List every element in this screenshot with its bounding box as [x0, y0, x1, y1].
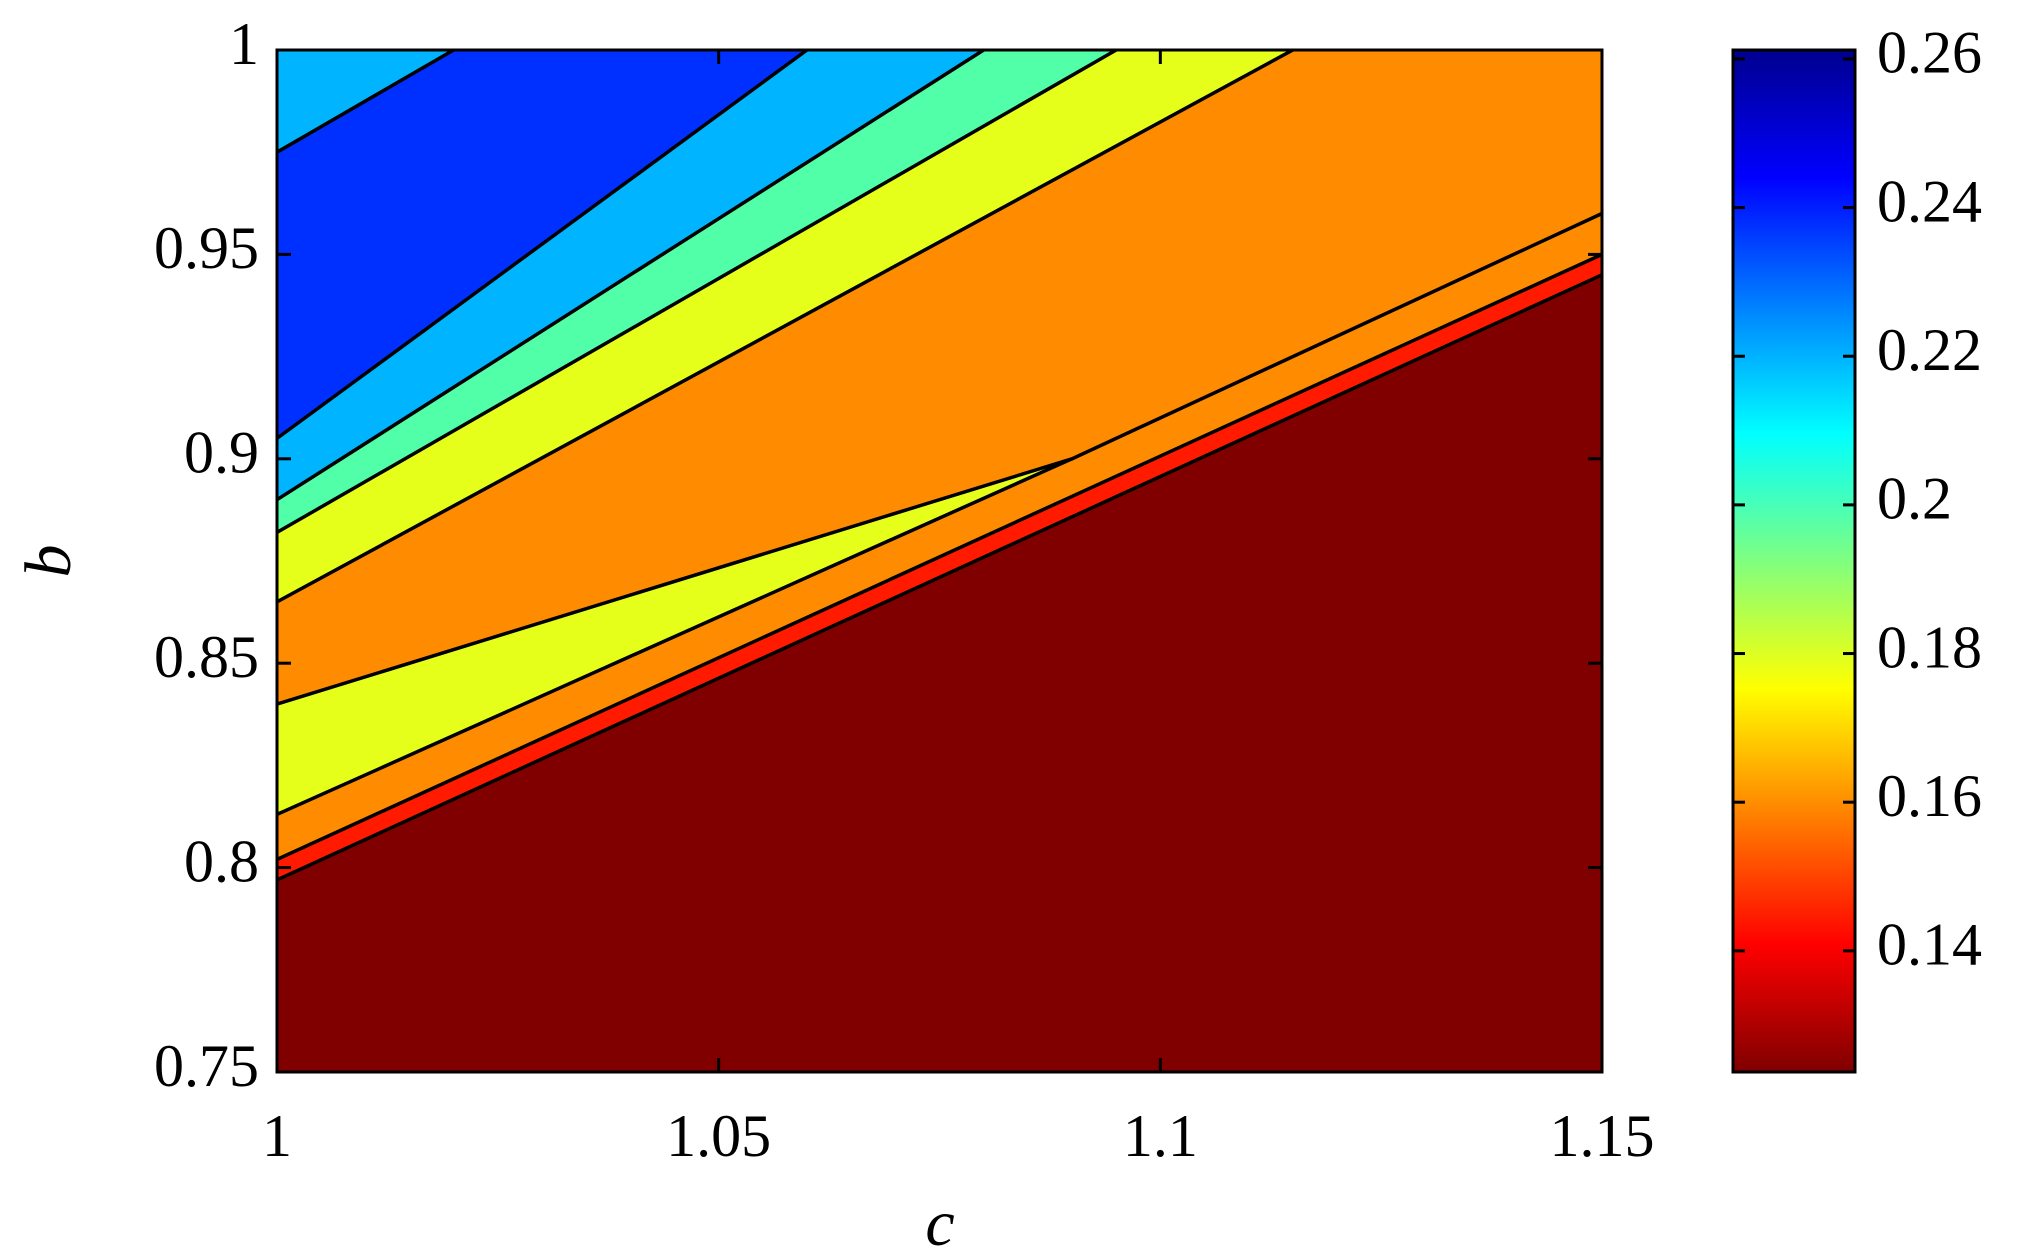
x-axis-label: c	[925, 1187, 954, 1258]
colorbar	[1731, 48, 1857, 1074]
y-tick-label: 0.8	[184, 828, 259, 894]
colorbar-tick-label: 0.14	[1877, 912, 1982, 978]
y-tick-label: 0.95	[154, 215, 259, 281]
contour-line	[277, 50, 1118, 534]
contour-line	[277, 252, 1602, 862]
x-tick-label: 1.05	[666, 1103, 771, 1169]
y-axis-label: b	[12, 545, 85, 578]
y-tick-label: 1	[229, 11, 259, 77]
colorbar-tick-label: 0.18	[1877, 614, 1982, 680]
y-tick-label: 0.85	[154, 624, 259, 690]
contour-line	[277, 273, 1602, 882]
contour-line	[277, 50, 809, 440]
y-tick-label: 0.75	[154, 1033, 259, 1099]
colorbar-tick-label: 0.24	[1877, 168, 1982, 234]
contour-line	[277, 211, 1602, 706]
contour-line	[277, 50, 985, 502]
colorbar-tick-label: 0.26	[1877, 20, 1982, 86]
x-tick-label: 1.15	[1550, 1103, 1655, 1169]
contour-line	[277, 50, 1294, 604]
plot-area	[277, 50, 1602, 1072]
x-tick-label: 1.1	[1123, 1103, 1198, 1169]
x-tick-label: 1	[262, 1103, 292, 1169]
y-tick-label: 0.9	[184, 420, 259, 486]
colorbar-tick-label: 0.16	[1877, 763, 1982, 829]
plot-frame	[275, 48, 1604, 1074]
contour-line	[277, 50, 455, 154]
colorbar-tick-label: 0.2	[1877, 466, 1952, 532]
colorbar-tick-label: 0.22	[1877, 317, 1982, 383]
contour-line	[277, 457, 1073, 817]
